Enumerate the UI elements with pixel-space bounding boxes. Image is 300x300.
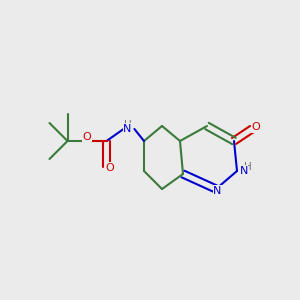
Text: O: O: [251, 122, 260, 133]
Text: N: N: [239, 166, 248, 176]
Text: H: H: [124, 119, 131, 130]
Text: O: O: [82, 131, 91, 142]
Text: N: N: [213, 185, 222, 196]
Text: H: H: [244, 162, 251, 172]
Text: O: O: [106, 163, 115, 173]
Text: N: N: [123, 124, 132, 134]
